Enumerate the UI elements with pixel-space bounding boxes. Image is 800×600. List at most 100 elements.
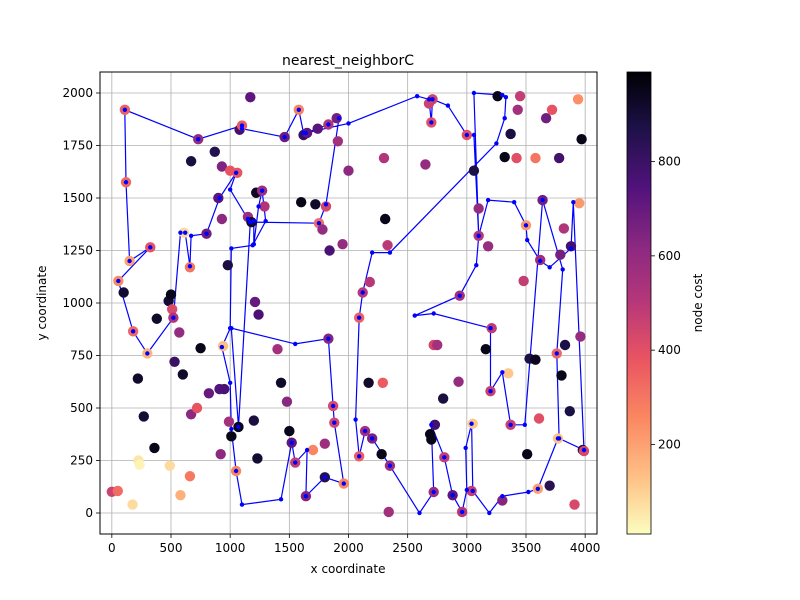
route-node	[116, 278, 121, 284]
node-point	[216, 213, 228, 225]
route-node	[233, 468, 239, 474]
node-point	[118, 287, 129, 298]
route-node	[236, 424, 241, 430]
node-point	[165, 289, 177, 300]
route-node	[239, 502, 245, 507]
node-point	[191, 402, 203, 414]
node-point	[312, 123, 323, 134]
node-point	[343, 165, 354, 176]
route-node	[503, 95, 509, 100]
y-axis: 0 250 500 750 1000 1250 1500 1750 2000	[62, 86, 100, 520]
node-point	[383, 506, 394, 518]
route-node	[470, 488, 475, 494]
node-point	[546, 104, 558, 116]
y-tick-label: 1500	[62, 191, 93, 205]
node-point	[530, 152, 541, 164]
node-point	[134, 459, 145, 470]
route-node	[535, 486, 541, 492]
node-point	[540, 113, 552, 124]
node-point	[284, 425, 295, 437]
node-point	[216, 161, 228, 172]
node-point	[166, 304, 178, 315]
node-point	[379, 213, 391, 225]
route-node	[360, 290, 365, 295]
route-node	[417, 510, 422, 516]
route-node	[488, 326, 493, 331]
node-point	[420, 159, 431, 170]
node-point	[378, 152, 390, 164]
node-point	[559, 339, 571, 351]
node-point	[248, 415, 260, 426]
route-node	[332, 420, 337, 425]
route-node	[500, 370, 505, 375]
route-node	[251, 218, 257, 224]
node-point	[572, 94, 584, 105]
route-node	[330, 403, 336, 409]
node-point	[432, 339, 443, 351]
node-point	[209, 146, 220, 157]
route-node	[362, 428, 368, 434]
route-node	[219, 344, 225, 350]
colorbar-tick-label: 600	[658, 249, 681, 263]
route-node	[293, 341, 298, 347]
node-point	[177, 369, 189, 380]
node-point	[331, 113, 342, 124]
route-node	[526, 489, 531, 495]
route-node	[289, 440, 294, 445]
route-node	[122, 107, 128, 113]
route-node	[183, 230, 188, 235]
route-node	[187, 264, 193, 269]
node-point	[112, 485, 123, 497]
route-node	[488, 389, 493, 394]
node-point	[558, 223, 570, 234]
route-node	[431, 311, 436, 316]
node-point	[377, 377, 389, 388]
route-node	[522, 422, 528, 427]
route-node	[322, 475, 328, 480]
grid	[100, 72, 597, 534]
route-path	[117, 92, 585, 515]
route-node	[256, 204, 261, 209]
x-tick-label: 4000	[570, 541, 601, 555]
route-node	[494, 141, 499, 146]
route-node	[487, 510, 492, 516]
route-node	[500, 494, 505, 499]
y-tick-label: 2000	[62, 86, 93, 100]
route-node	[250, 243, 255, 248]
node-point	[569, 499, 580, 510]
node-point	[576, 134, 587, 145]
route-node	[523, 223, 529, 228]
node-point	[564, 405, 575, 417]
route-node	[356, 315, 362, 320]
node-point	[480, 344, 491, 355]
node-point	[429, 419, 441, 430]
node-point	[574, 198, 585, 209]
y-tick-label: 1250	[62, 244, 93, 258]
scatter-points	[106, 90, 590, 518]
route-node	[568, 246, 574, 251]
node-point	[337, 239, 348, 250]
node-point	[174, 327, 185, 338]
node-point	[544, 480, 555, 491]
route-node	[445, 103, 451, 108]
route-node	[581, 447, 587, 453]
route-node	[500, 92, 505, 98]
route-node	[229, 426, 234, 432]
route-node	[457, 293, 462, 298]
node-point	[215, 449, 226, 460]
y-tick-label: 1000	[62, 296, 93, 310]
node-point	[482, 241, 494, 252]
node-point	[575, 331, 586, 342]
route-node	[227, 380, 233, 385]
node-point	[505, 128, 516, 140]
x-tick-label: 1500	[274, 541, 305, 555]
y-tick-label: 750	[70, 349, 93, 363]
route-node	[127, 258, 132, 264]
route-node	[303, 130, 309, 136]
route-node	[387, 250, 393, 255]
colorbar-ticks: 200 400 600 800	[651, 155, 681, 451]
route-node	[450, 492, 455, 498]
route-node	[217, 195, 222, 201]
node-point	[511, 152, 522, 164]
route-node	[356, 454, 362, 459]
